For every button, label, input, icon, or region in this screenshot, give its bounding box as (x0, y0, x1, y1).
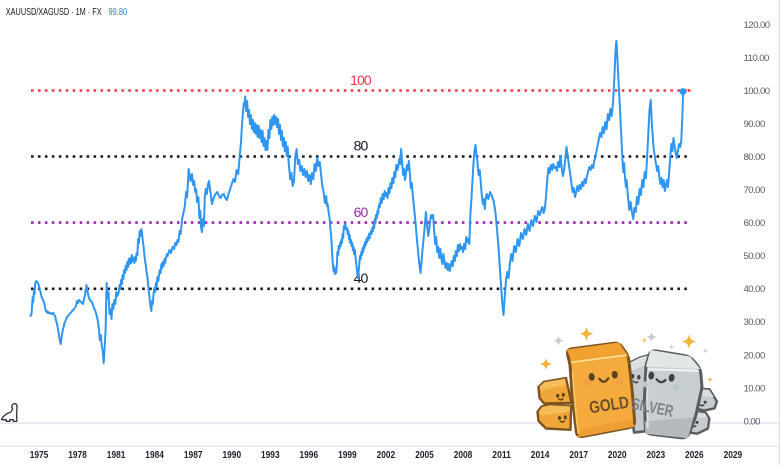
svg-text:2017: 2017 (569, 450, 588, 461)
svg-text:1996: 1996 (300, 450, 319, 461)
svg-text:99.80: 99.80 (109, 7, 128, 18)
svg-text:1984: 1984 (145, 450, 164, 461)
svg-text:50.00: 50.00 (744, 251, 765, 262)
svg-text:90.00: 90.00 (744, 119, 765, 130)
svg-text:1999: 1999 (338, 450, 357, 461)
svg-text:40.00: 40.00 (744, 284, 765, 295)
svg-text:0.00: 0.00 (744, 416, 761, 427)
svg-text:2020: 2020 (608, 450, 627, 461)
svg-text:2014: 2014 (531, 450, 550, 461)
svg-text:30.00: 30.00 (744, 317, 765, 328)
svg-text:110.00: 110.00 (744, 53, 770, 64)
svg-text:100.00: 100.00 (744, 86, 770, 97)
svg-text:1987: 1987 (184, 450, 203, 461)
svg-text:10.00: 10.00 (744, 383, 765, 394)
svg-text:120.00: 120.00 (744, 20, 770, 31)
svg-text:XAUUSD/XAGUSD · 1M · FX: XAUUSD/XAGUSD · 1M · FX (6, 7, 102, 18)
svg-text:1975: 1975 (30, 450, 49, 461)
svg-text:2026: 2026 (685, 450, 704, 461)
svg-text:2011: 2011 (492, 450, 511, 461)
svg-text:2008: 2008 (454, 450, 473, 461)
svg-text:1978: 1978 (68, 450, 87, 461)
svg-text:40: 40 (354, 270, 369, 286)
svg-text:60.00: 60.00 (744, 218, 765, 229)
svg-text:1993: 1993 (261, 450, 280, 461)
svg-text:100: 100 (350, 72, 372, 88)
svg-text:60: 60 (354, 204, 369, 220)
svg-text:2002: 2002 (377, 450, 396, 461)
svg-text:20.00: 20.00 (744, 350, 765, 361)
svg-text:2023: 2023 (647, 450, 666, 461)
svg-text:1990: 1990 (223, 450, 242, 461)
svg-text:2029: 2029 (724, 450, 743, 461)
svg-text:70.00: 70.00 (744, 185, 765, 196)
svg-text:80.00: 80.00 (744, 152, 765, 163)
svg-text:1981: 1981 (107, 450, 126, 461)
svg-text:2005: 2005 (415, 450, 434, 461)
svg-text:80: 80 (354, 137, 369, 153)
